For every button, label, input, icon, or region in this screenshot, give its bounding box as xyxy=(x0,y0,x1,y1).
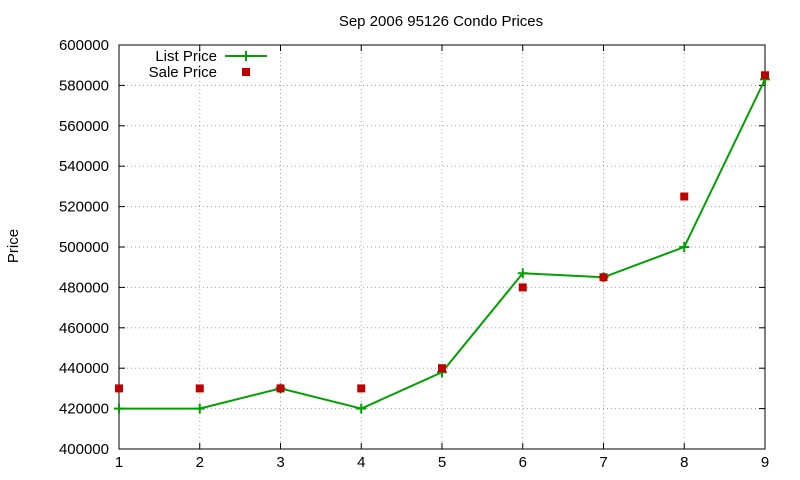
x-tick-label: 5 xyxy=(438,454,446,471)
y-tick-label: 540000 xyxy=(59,158,109,175)
x-tick-label: 7 xyxy=(599,454,607,471)
list-price-point xyxy=(679,242,690,252)
sale-price-point xyxy=(276,384,285,393)
sale-price-point xyxy=(518,283,527,292)
y-tick-label: 580000 xyxy=(59,77,109,94)
x-tick-label: 9 xyxy=(761,454,769,471)
y-axis-label: Price xyxy=(5,229,22,263)
x-axis: 1 2 3 4 5 6 7 8 9 xyxy=(115,45,769,471)
list-price-point xyxy=(517,268,528,279)
sale-price-point xyxy=(438,364,446,373)
sale-price-point xyxy=(195,384,204,393)
chart-title: Sep 2006 95126 Condo Prices xyxy=(339,13,543,30)
list-price-point xyxy=(356,403,367,414)
y-tick-label: 440000 xyxy=(59,360,109,377)
y-tick-label: 480000 xyxy=(59,279,109,296)
x-tick-label: 1 xyxy=(115,454,123,471)
sale-price-point xyxy=(680,192,689,201)
list-price-point xyxy=(194,403,205,414)
sale-price-point xyxy=(357,384,366,393)
x-tick-label: 2 xyxy=(196,454,204,471)
list-price-point xyxy=(114,403,124,414)
series-layer xyxy=(114,71,770,414)
sale-price-point xyxy=(599,273,608,282)
sale-price-point xyxy=(115,384,123,393)
y-tick-label: 400000 xyxy=(59,441,109,458)
y-tick-label: 520000 xyxy=(59,199,109,216)
legend-label-sale-price: Sale Price xyxy=(149,64,217,81)
y-tick-label: 600000 xyxy=(59,37,109,54)
y-tick-label: 420000 xyxy=(59,401,109,418)
legend-swatch-sale-price xyxy=(242,68,250,76)
x-tick-label: 8 xyxy=(680,454,688,471)
legend-label-list-price: List Price xyxy=(155,48,217,65)
grid xyxy=(119,45,765,449)
y-tick-label: 560000 xyxy=(59,118,109,135)
sale-price-point xyxy=(761,71,769,80)
y-axis: 400000 420000 440000 460000 480000 500000 5200… xyxy=(59,37,765,458)
y-tick-label: 460000 xyxy=(59,320,109,337)
series-line-list-price xyxy=(119,78,766,410)
legend: List Price Sale Price xyxy=(149,48,267,81)
y-tick-label: 500000 xyxy=(59,239,109,256)
x-tick-label: 4 xyxy=(357,454,365,471)
x-tick-label: 3 xyxy=(276,454,284,471)
x-tick-label: 6 xyxy=(519,454,527,471)
